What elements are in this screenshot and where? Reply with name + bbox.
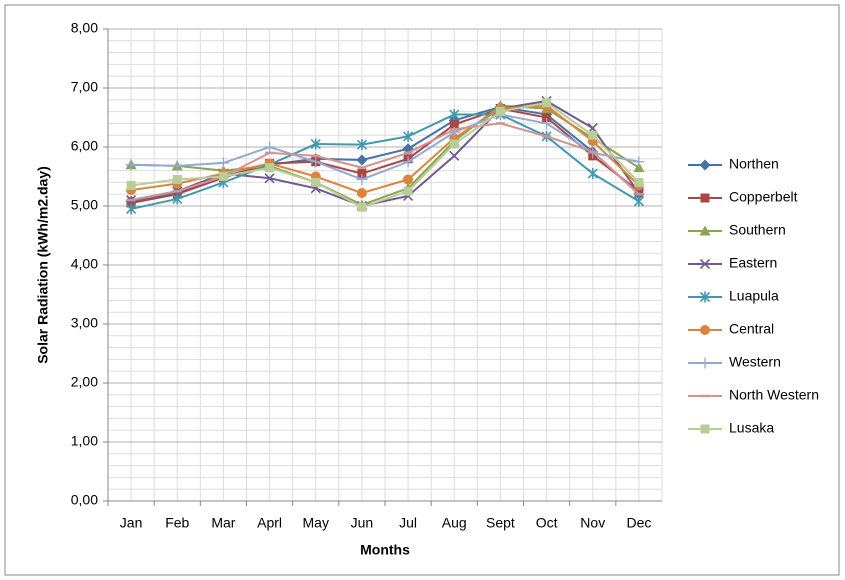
legend-marker <box>699 159 711 171</box>
marker <box>542 113 552 122</box>
x-axis-title: Months <box>360 542 410 558</box>
y-tick-label: 3,00 <box>71 315 98 331</box>
marker <box>634 177 644 187</box>
marker <box>588 130 598 140</box>
series-line <box>131 113 640 181</box>
marker <box>218 172 228 181</box>
x-tick-label: Jul <box>399 515 417 531</box>
marker <box>264 173 275 184</box>
y-tick-label: 8,00 <box>71 20 98 36</box>
legend-label: Copperbelt <box>729 189 798 205</box>
marker <box>264 141 276 153</box>
marker <box>633 156 645 168</box>
legend-marker <box>700 193 710 203</box>
series-line <box>130 107 640 205</box>
legend-label: North Western <box>729 387 819 403</box>
marker <box>403 186 413 196</box>
series-line <box>130 101 640 209</box>
legend-label: Northen <box>729 156 779 172</box>
x-tick-label: Aug <box>442 515 467 531</box>
marker <box>449 120 459 130</box>
series-line <box>130 122 640 202</box>
marker <box>310 138 321 150</box>
legend-label: Eastern <box>729 255 777 271</box>
x-tick-label: Jan <box>120 515 143 531</box>
marker <box>310 156 322 168</box>
marker <box>633 195 644 207</box>
x-tick-label: Mar <box>211 515 235 531</box>
marker <box>356 173 368 185</box>
marker <box>357 169 367 179</box>
marker <box>172 193 183 205</box>
y-tick-label: 0,00 <box>71 492 98 508</box>
marker <box>449 109 460 121</box>
marker <box>356 154 368 166</box>
legend-label: Luapula <box>729 288 779 304</box>
legend-marker <box>699 291 711 303</box>
marker <box>125 159 137 171</box>
x-tick-label: May <box>303 515 329 531</box>
series-line <box>130 104 640 195</box>
marker <box>356 188 367 199</box>
marker <box>126 203 137 215</box>
x-tick-label: Dec <box>626 515 651 531</box>
marker <box>357 202 367 212</box>
series-line <box>130 113 640 210</box>
marker <box>217 157 229 169</box>
legend-marker <box>699 225 711 236</box>
marker <box>449 139 459 149</box>
marker <box>265 163 275 173</box>
marker <box>356 139 367 151</box>
x-tick-label: Oct <box>536 515 558 531</box>
y-tick-label: 7,00 <box>71 79 98 95</box>
legend-marker <box>699 258 711 270</box>
legend-label: Western <box>729 354 781 370</box>
marker <box>542 98 552 108</box>
y-tick-label: 4,00 <box>71 256 98 272</box>
series-line <box>131 104 640 206</box>
marker <box>171 160 183 172</box>
x-tick-label: Nov <box>580 515 605 531</box>
legend-marker <box>699 357 711 369</box>
marker <box>403 130 414 142</box>
legend-label: Central <box>729 321 774 337</box>
y-tick-label: 6,00 <box>71 138 98 154</box>
x-tick-label: Feb <box>165 515 189 531</box>
y-tick-label: 5,00 <box>71 197 98 213</box>
x-tick-label: Sept <box>486 515 515 531</box>
legend-marker <box>700 325 710 335</box>
marker <box>311 177 321 187</box>
y-axis-title: Solar Radiation (kWh/m2.day) <box>35 166 51 364</box>
marker <box>449 150 460 161</box>
marker <box>126 180 136 190</box>
marker <box>587 168 598 180</box>
legend-marker <box>700 424 710 434</box>
x-tick-label: Aprl <box>257 515 282 531</box>
y-tick-label: 2,00 <box>71 374 98 390</box>
legend-label: Lusaka <box>729 420 774 436</box>
marker <box>495 107 505 117</box>
marker <box>403 174 414 185</box>
marker <box>402 156 414 168</box>
marker <box>172 174 182 184</box>
legend-label: Southern <box>729 222 786 238</box>
x-tick-label: Jun <box>351 515 374 531</box>
y-tick-label: 1,00 <box>71 433 98 449</box>
marker <box>541 117 553 129</box>
